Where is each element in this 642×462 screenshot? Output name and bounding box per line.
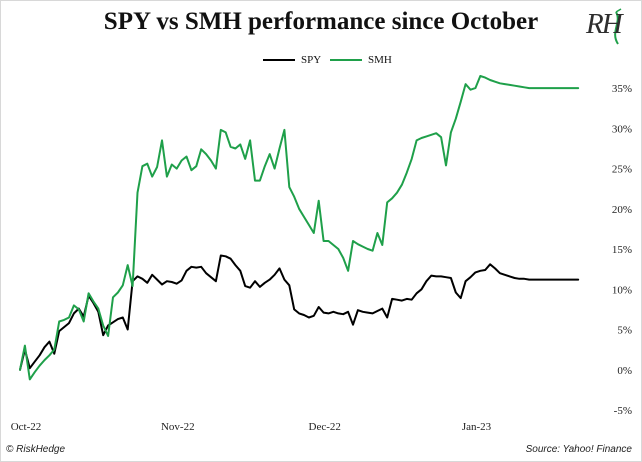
y-tick-label: 25% [612, 164, 632, 176]
legend-item-smh: SMH [330, 50, 392, 70]
x-tick-label: Jan-23 [462, 421, 492, 433]
y-tick-label: 15% [612, 244, 632, 256]
y-tick-label: 30% [612, 123, 632, 135]
riskhedge-logo: RH [586, 8, 634, 48]
legend-item-spy: SPY [263, 50, 321, 70]
chart-title: SPY vs SMH performance since October [103, 8, 539, 35]
legend-line-smh [330, 59, 362, 61]
x-tick-label: Dec-22 [309, 421, 341, 433]
y-tick-label: 10% [612, 284, 632, 296]
y-tick-label: -5% [614, 405, 632, 417]
y-tick-label: 5% [617, 325, 632, 337]
x-tick-label: Oct-22 [11, 421, 42, 433]
footer-copyright: © RiskHedge [6, 444, 66, 455]
x-tick-label: Nov-22 [161, 421, 195, 433]
legend-label-smh: SMH [368, 54, 392, 66]
y-tick-label: 35% [612, 83, 632, 95]
series-line-smh [19, 75, 580, 381]
series-line-spy [19, 254, 580, 371]
legend-label-spy: SPY [301, 54, 322, 66]
y-tick-label: 20% [612, 204, 632, 216]
legend-line-spy [263, 59, 295, 61]
logo-icon [614, 8, 622, 45]
chart-legend: SPY SMH [0, 50, 642, 70]
logo-text: RH [586, 8, 623, 40]
y-tick-label: 0% [617, 365, 632, 377]
footer-source: Source: Yahoo! Finance [525, 444, 632, 455]
